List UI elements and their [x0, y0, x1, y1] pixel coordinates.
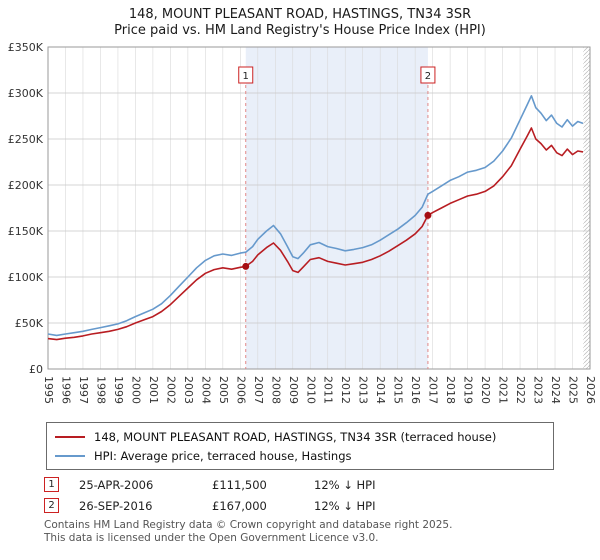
price-paid-line-swatch [55, 435, 85, 438]
svg-text:£50K: £50K [15, 317, 44, 330]
sale-annotation-row: 2 26-SEP-2016 £167,000 12% ↓ HPI [44, 498, 600, 513]
svg-text:2005: 2005 [217, 376, 230, 404]
sale-1-price: £111,500 [212, 477, 267, 492]
svg-text:2023: 2023 [532, 376, 545, 404]
svg-text:2008: 2008 [269, 376, 282, 404]
legend-label-price-paid: 148, MOUNT PLEASANT ROAD, HASTINGS, TN34… [94, 429, 497, 444]
svg-text:£200K: £200K [8, 179, 44, 192]
svg-text:2011: 2011 [322, 376, 335, 404]
svg-text:1996: 1996 [59, 376, 72, 404]
sale-2-hpi-delta: 12% ↓ HPI [314, 498, 376, 513]
svg-text:2021: 2021 [497, 376, 510, 404]
sale-2-price: £167,000 [212, 498, 267, 513]
chart-subtitle: Price paid vs. HM Land Registry's House … [114, 23, 486, 38]
svg-text:2: 2 [425, 71, 431, 82]
chart-header: 148, MOUNT PLEASANT ROAD, HASTINGS, TN34… [0, 0, 600, 39]
svg-text:2004: 2004 [199, 376, 212, 404]
sale-1-number-badge: 1 [44, 477, 59, 492]
svg-text:2012: 2012 [339, 376, 352, 404]
svg-text:2020: 2020 [479, 376, 492, 404]
svg-text:£0: £0 [29, 363, 43, 376]
attribution-footer: Contains HM Land Registry data © Crown c… [44, 519, 600, 545]
svg-text:2001: 2001 [147, 376, 160, 404]
svg-text:2009: 2009 [287, 376, 300, 404]
legend-item-hpi: HPI: Average price, terraced house, Hast… [55, 446, 545, 465]
attribution-line-2: This data is licensed under the Open Gov… [44, 532, 379, 544]
hpi-line-swatch [55, 454, 85, 457]
svg-text:2018: 2018 [444, 376, 457, 404]
legend-item-price-paid: 148, MOUNT PLEASANT ROAD, HASTINGS, TN34… [55, 427, 545, 446]
sale-annotation-row: 1 25-APR-2006 £111,500 12% ↓ HPI [44, 477, 600, 492]
sale-1-hpi-delta: 12% ↓ HPI [314, 477, 376, 492]
svg-text:2022: 2022 [514, 376, 527, 404]
price-history-chart: £0 £50K £100K £150K £200K £250K £300K £350K 1995… [8, 41, 597, 404]
svg-text:£100K: £100K [8, 271, 44, 284]
svg-text:2026: 2026 [584, 376, 597, 404]
svg-text:2013: 2013 [357, 376, 370, 404]
svg-text:2024: 2024 [549, 376, 562, 404]
svg-text:2016: 2016 [409, 376, 422, 404]
svg-text:£150K: £150K [8, 225, 44, 238]
svg-text:1: 1 [243, 71, 249, 82]
sale-2-date: 26-SEP-2016 [79, 498, 153, 513]
svg-text:1997: 1997 [77, 376, 90, 404]
chart-title: 148, MOUNT PLEASANT ROAD, HASTINGS, TN34… [128, 7, 472, 22]
svg-text:1998: 1998 [94, 376, 107, 404]
svg-text:1995: 1995 [42, 376, 55, 404]
svg-text:2006: 2006 [234, 376, 247, 404]
sale-annotations: 1 25-APR-2006 £111,500 12% ↓ HPI 2 26-SE… [44, 477, 600, 513]
sale-1-date: 25-APR-2006 [79, 477, 154, 492]
svg-text:£250K: £250K [8, 133, 44, 146]
sale-2-number-badge: 2 [44, 498, 59, 513]
svg-text:2007: 2007 [252, 376, 265, 404]
attribution-line-1: Contains HM Land Registry data © Crown c… [44, 519, 453, 531]
svg-text:2017: 2017 [427, 376, 440, 404]
legend-label-hpi: HPI: Average price, terraced house, Hast… [94, 448, 352, 463]
svg-text:2015: 2015 [392, 376, 405, 404]
svg-text:2002: 2002 [164, 376, 177, 404]
svg-text:2000: 2000 [129, 376, 142, 404]
svg-text:2003: 2003 [182, 376, 195, 404]
svg-text:2019: 2019 [462, 376, 475, 404]
svg-text:£350K: £350K [8, 41, 44, 54]
legend: 148, MOUNT PLEASANT ROAD, HASTINGS, TN34… [46, 422, 554, 470]
svg-text:1999: 1999 [112, 376, 125, 404]
svg-text:2025: 2025 [567, 376, 580, 404]
svg-text:2014: 2014 [374, 376, 387, 404]
svg-text:£300K: £300K [8, 87, 44, 100]
svg-text:2010: 2010 [304, 376, 317, 404]
